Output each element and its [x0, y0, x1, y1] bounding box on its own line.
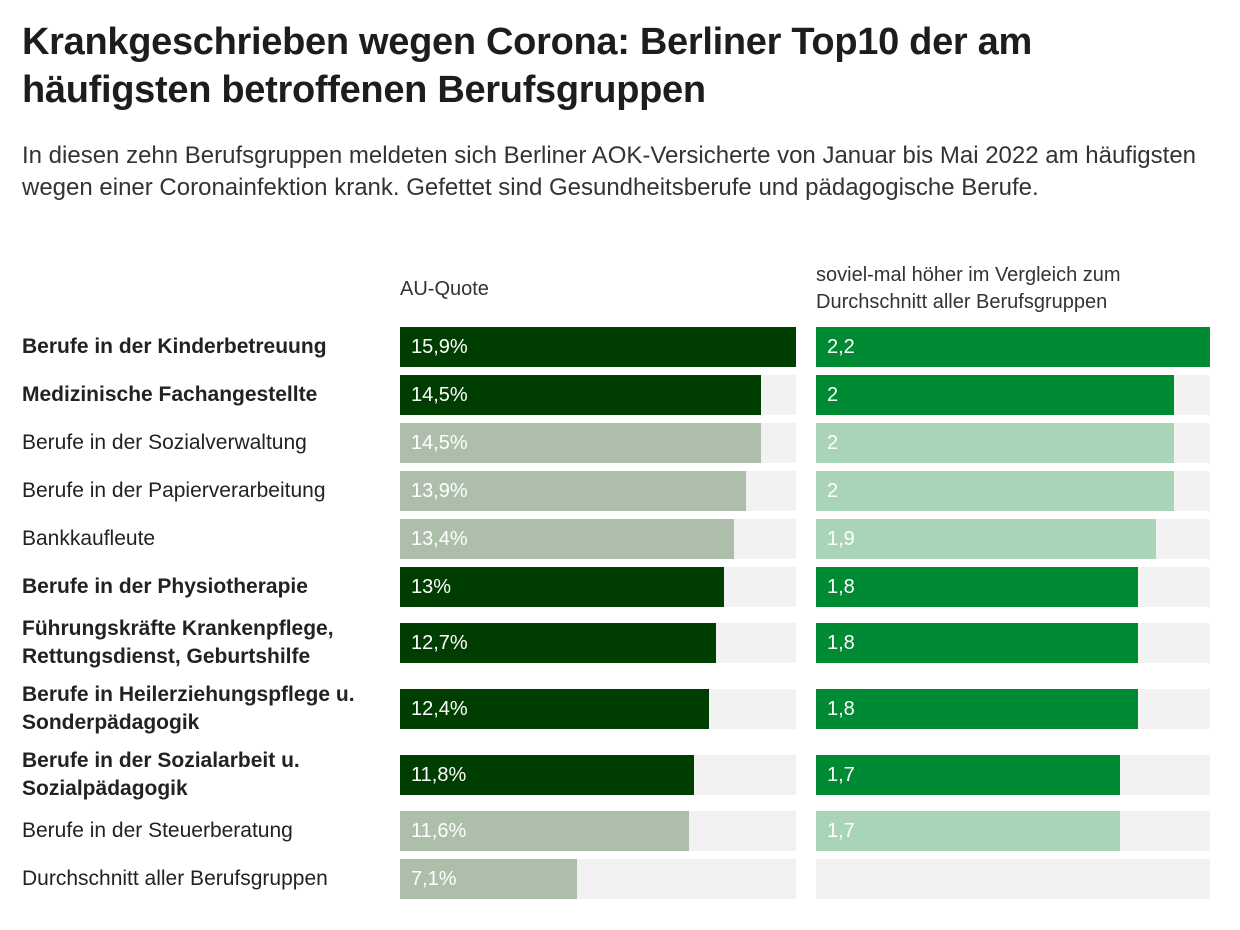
ratio-value-label: 2 — [827, 480, 839, 502]
au-bar — [400, 755, 694, 795]
chart-subtitle: In diesen zehn Berufsgruppen meldeten si… — [22, 142, 1197, 201]
ratio-bar — [816, 623, 1139, 663]
au-value-label: 14,5% — [411, 384, 468, 406]
au-bar-track: 12,4% — [400, 689, 796, 729]
ratio-bar — [816, 689, 1139, 729]
ratio-bar-track: 1,8 — [816, 623, 1210, 663]
au-bar — [400, 327, 796, 367]
ratio-bar-track: 1,8 — [816, 567, 1210, 607]
row-label: Berufe in Heilerziehungspflege u. Sonder… — [22, 675, 392, 743]
row-label-text: Durchschnitt aller Berufsgruppen — [22, 867, 328, 890]
au-bar-track: 14,5% — [400, 423, 796, 463]
au-bar — [400, 811, 689, 851]
ratio-bar — [816, 567, 1139, 607]
ratio-bar-track: 2 — [816, 375, 1210, 415]
ratio-bar-track: 2 — [816, 471, 1210, 511]
row-label-text: Bankkaufleute — [22, 527, 156, 550]
column-header-au-quote: AU-Quote — [400, 278, 489, 300]
ratio-bar-track: 1,7 — [816, 755, 1210, 795]
au-bar — [400, 519, 734, 559]
ratio-value-label: 1,8 — [827, 632, 855, 654]
ratio-bar — [816, 375, 1175, 415]
row-label-text: Berufe in der Sozialverwaltung — [22, 431, 307, 454]
au-bar-track: 11,6% — [400, 811, 796, 851]
au-value-label: 11,6% — [411, 820, 467, 842]
au-bar — [400, 567, 724, 607]
column-header-ratio: soviel-mal höher im Vergleich zum Durchs… — [816, 264, 1121, 313]
row-label-text: Berufe in der Kinderbetreuung — [22, 335, 327, 358]
ratio-value-label: 2,2 — [827, 336, 855, 358]
ratio-bar — [816, 519, 1157, 559]
au-value-label: 12,4% — [411, 698, 468, 720]
au-bar-track: 14,5% — [400, 375, 796, 415]
au-bar-track: 12,7% — [400, 623, 796, 663]
au-value-label: 14,5% — [411, 432, 468, 454]
ratio-value-label: 1,8 — [827, 576, 855, 598]
ratio-bar-track: 1,8 — [816, 689, 1210, 729]
ratio-bar-track: 1,9 — [816, 519, 1210, 559]
ratio-bar — [816, 755, 1121, 795]
au-bar — [400, 623, 717, 663]
row-label-text: Berufe in der Sozialarbeit u. Sozialpäda… — [22, 749, 300, 800]
au-bar-track: 13,4% — [400, 519, 796, 559]
au-value-label: 12,7% — [411, 632, 468, 654]
row-label-text: Medizinische Fachangestellte — [22, 383, 318, 406]
ratio-value-label: 1,7 — [827, 820, 855, 842]
row-label-text: Berufe in Heilerziehungspflege u. Sonder… — [22, 683, 355, 734]
ratio-bar-track — [816, 859, 1210, 899]
row-label: Bankkaufleute — [22, 505, 392, 573]
row-label: Berufe in der Physiotherapie — [22, 553, 392, 621]
au-bar — [400, 859, 577, 899]
ratio-value-label: 1,8 — [827, 698, 855, 720]
ratio-value-label: 2 — [827, 432, 839, 454]
ratio-bar-track: 1,7 — [816, 811, 1210, 851]
ratio-bar — [816, 423, 1175, 463]
au-value-label: 13,4% — [411, 528, 468, 550]
row-label: Berufe in der Sozialarbeit u. Sozialpäda… — [22, 741, 392, 809]
row-label-text: Berufe in der Papierverarbeitung — [22, 479, 326, 502]
au-bar-track: 11,8% — [400, 755, 796, 795]
au-bar-track: 15,9% — [400, 327, 796, 367]
ratio-bar-track: 2,2 — [816, 327, 1210, 367]
ratio-value-label: 2 — [827, 384, 839, 406]
row-label: Durchschnitt aller Berufsgruppen — [22, 845, 392, 913]
au-bar-track: 13% — [400, 567, 796, 607]
au-bar — [400, 471, 747, 511]
au-value-label: 15,9% — [411, 336, 468, 358]
row-label-text: Berufe in der Physiotherapie — [22, 575, 308, 598]
ratio-value-label: 1,7 — [827, 764, 855, 786]
au-value-label: 13,9% — [411, 480, 468, 502]
row-label: Berufe in der Sozialverwaltung — [22, 409, 392, 477]
ratio-value-label: 1,9 — [827, 528, 855, 550]
row-label: Medizinische Fachangestellte — [22, 361, 392, 429]
au-value-label: 11,8% — [411, 764, 467, 786]
au-bar — [400, 375, 762, 415]
au-bar — [400, 423, 762, 463]
ratio-bar — [816, 327, 1210, 367]
row-label-text: Führungskräfte Krankenpflege, Rettungsdi… — [22, 617, 334, 668]
row-label: Berufe in der Kinderbetreuung — [22, 313, 392, 381]
ratio-bar — [816, 471, 1175, 511]
ratio-bar-track: 2 — [816, 423, 1210, 463]
ratio-bar — [816, 811, 1121, 851]
row-label: Berufe in der Steuerberatung — [22, 797, 392, 865]
au-bar-track: 7,1% — [400, 859, 796, 899]
au-bar-track: 13,9% — [400, 471, 796, 511]
row-label: Führungskräfte Krankenpflege, Rettungsdi… — [22, 609, 392, 677]
row-label: Berufe in der Papierverarbeitung — [22, 457, 392, 525]
au-value-label: 13% — [411, 576, 452, 598]
au-value-label: 7,1% — [411, 868, 457, 890]
row-label-text: Berufe in der Steuerberatung — [22, 819, 293, 842]
au-bar — [400, 689, 709, 729]
chart-title: Krankgeschrieben wegen Corona: Berliner … — [22, 21, 1032, 111]
